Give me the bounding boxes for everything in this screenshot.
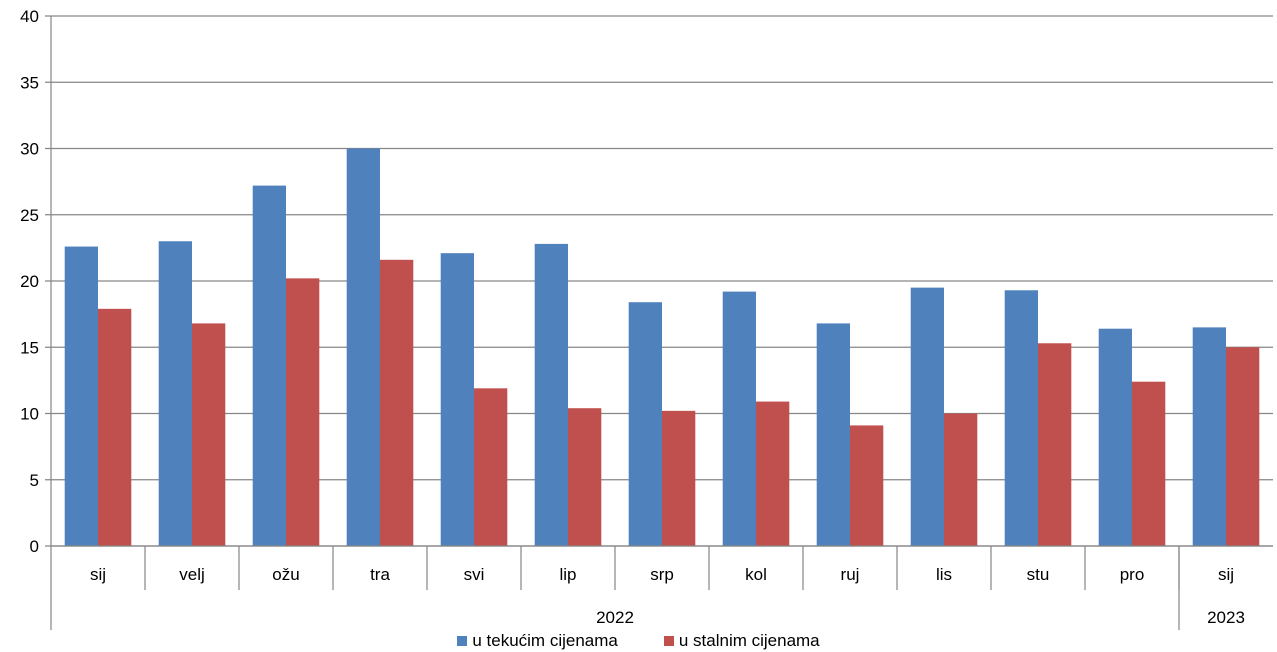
bar-constant-4 <box>474 388 508 546</box>
year-label-2023: 2023 <box>1207 608 1245 627</box>
bar-current-10 <box>1004 290 1038 546</box>
axes <box>50 16 1273 630</box>
bar-current-8 <box>816 323 850 546</box>
bar-constant-5 <box>568 408 602 546</box>
x-tick-label-1: velj <box>179 565 205 584</box>
y-tick-label-0: 0 <box>30 537 39 556</box>
bar-current-9 <box>910 287 944 546</box>
bars <box>64 148 1260 547</box>
x-tick-label-5: lip <box>559 565 576 584</box>
bar-current-2 <box>252 185 286 546</box>
y-tick-label-30: 30 <box>20 140 39 159</box>
bar-constant-7 <box>756 401 790 546</box>
legend-swatch-constant-prices <box>663 636 674 646</box>
legend-label-constant-prices: u stalnim cijenama <box>678 631 820 650</box>
x-tick-label-9: lis <box>936 565 952 584</box>
bar-constant-9 <box>944 413 978 546</box>
bar-current-0 <box>64 246 98 547</box>
x-tick-label-7: kol <box>745 565 767 584</box>
bar-constant-11 <box>1132 381 1166 546</box>
y-axis-tick-labels: 0 5 10 15 20 25 30 35 40 <box>20 7 39 556</box>
bar-current-1 <box>158 241 192 546</box>
legend-item-constant-prices: u stalnim cijenama <box>663 631 820 651</box>
legend: u tekućim cijenama u stalnim cijenama <box>0 631 1277 651</box>
y-tick-label-15: 15 <box>20 338 39 357</box>
x-tick-label-11: pro <box>1120 565 1145 584</box>
bar-chart: 0 5 10 15 20 25 30 35 40 sij velj ožu tra svi lip srp k… <box>20 7 1273 630</box>
x-axis-category-labels: sij velj ožu tra svi lip srp kol ruj lis stu pro sij <box>90 565 1234 584</box>
y-tick-label-25: 25 <box>20 206 39 225</box>
legend-item-current-prices: u tekućim cijenama <box>457 631 618 651</box>
bar-current-4 <box>440 253 474 547</box>
legend-swatch-current-prices <box>457 636 468 646</box>
y-tick-label-10: 10 <box>20 405 39 424</box>
x-tick-label-2: ožu <box>272 565 299 584</box>
bar-current-5 <box>534 243 568 546</box>
bar-current-7 <box>722 291 756 546</box>
x-axis-year-labels: 2022 2023 <box>596 608 1245 627</box>
bar-current-6 <box>628 302 662 546</box>
x-tick-label-8: ruj <box>841 565 860 584</box>
x-tick-label-6: srp <box>650 565 674 584</box>
x-tick-label-3: tra <box>370 565 390 584</box>
bar-current-11 <box>1098 328 1132 546</box>
x-tick-label-0: sij <box>90 565 106 584</box>
gridlines <box>45 15 1273 547</box>
bar-constant-6 <box>662 410 696 546</box>
x-tick-label-4: svi <box>464 565 485 584</box>
x-tick-label-12: sij <box>1218 565 1234 584</box>
bar-constant-2 <box>286 278 320 546</box>
bar-constant-0 <box>98 308 132 546</box>
bar-constant-10 <box>1038 343 1072 546</box>
bar-current-3 <box>346 148 380 546</box>
y-tick-label-35: 35 <box>20 73 39 92</box>
bar-constant-12 <box>1226 347 1260 546</box>
bar-current-12 <box>1192 327 1226 546</box>
bar-constant-3 <box>380 259 414 546</box>
y-tick-label-5: 5 <box>30 471 39 490</box>
y-tick-label-20: 20 <box>20 272 39 291</box>
x-tick-label-10: stu <box>1027 565 1050 584</box>
year-label-2022: 2022 <box>596 608 634 627</box>
bar-constant-1 <box>192 323 226 546</box>
y-tick-label-40: 40 <box>20 7 39 26</box>
legend-label-current-prices: u tekućim cijenama <box>472 631 618 650</box>
bar-constant-8 <box>850 425 884 546</box>
